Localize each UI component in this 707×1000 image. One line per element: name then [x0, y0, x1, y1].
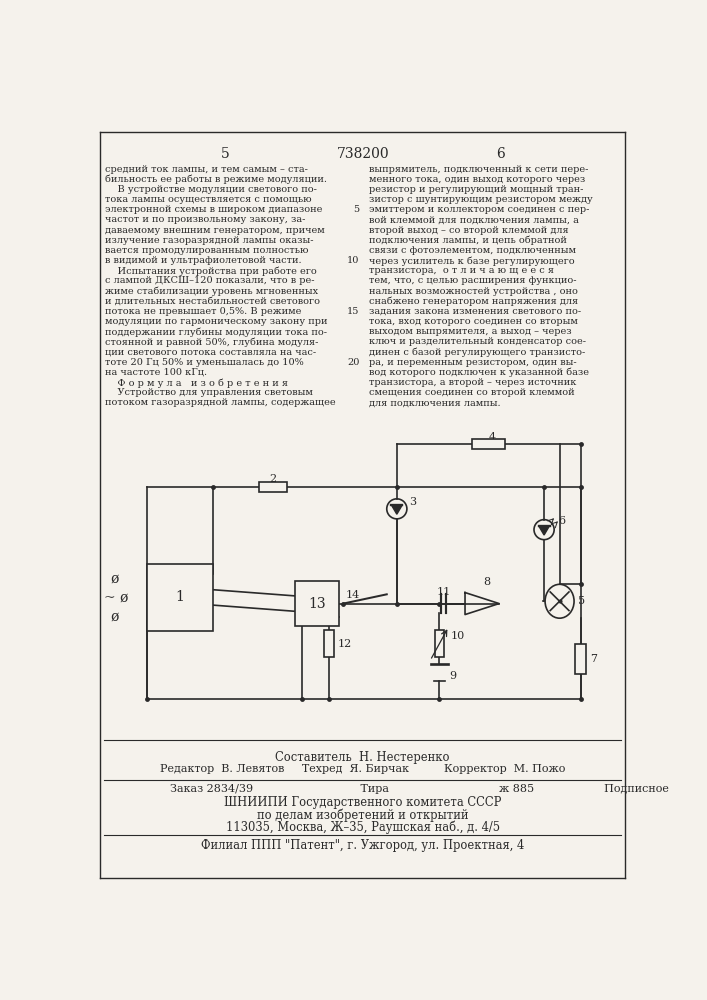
Text: Испытания устройства при работе его: Испытания устройства при работе его — [105, 266, 317, 276]
Text: ø: ø — [110, 571, 119, 585]
Text: резистор и регулирующий мощный тран-: резистор и регулирующий мощный тран- — [369, 185, 583, 194]
Text: 1: 1 — [175, 590, 185, 604]
Text: снабжено генератором напряжения для: снабжено генератором напряжения для — [369, 297, 578, 306]
Text: электронной схемы в широком диапазоне: электронной схемы в широком диапазоне — [105, 205, 323, 214]
Text: излучение газоразрядной лампы оказы-: излучение газоразрядной лампы оказы- — [105, 236, 314, 245]
Text: 5: 5 — [221, 147, 230, 161]
Polygon shape — [539, 526, 549, 535]
Text: ра, и переменным резистором, один вы-: ра, и переменным резистором, один вы- — [369, 358, 576, 367]
Text: 5: 5 — [354, 205, 360, 214]
Text: Устройство для управления световым: Устройство для управления световым — [105, 388, 313, 397]
Text: транзистора,  о т л и ч а ю щ е е с я: транзистора, о т л и ч а ю щ е е с я — [369, 266, 554, 275]
Text: Ф о р м у л а   и з о б р е т е н и я: Ф о р м у л а и з о б р е т е н и я — [105, 378, 288, 388]
Bar — [147, 564, 213, 631]
Text: тоте 20 Гц 50% и уменьшалась до 10%: тоте 20 Гц 50% и уменьшалась до 10% — [105, 358, 304, 367]
Text: 10: 10 — [450, 631, 464, 641]
Text: В устройстве модуляции светового по-: В устройстве модуляции светового по- — [105, 185, 317, 194]
Text: 13: 13 — [308, 597, 326, 611]
Text: тока лампы осуществляется с помощью: тока лампы осуществляется с помощью — [105, 195, 312, 204]
Bar — [435, 630, 444, 657]
Text: Тира: Тира — [329, 784, 389, 794]
Bar — [295, 581, 339, 626]
Text: по делам изобретений и открытий: по делам изобретений и открытий — [257, 808, 469, 822]
Text: второй выход – со второй клеммой для: второй выход – со второй клеммой для — [369, 226, 568, 235]
Text: 4: 4 — [489, 432, 496, 442]
Text: 7: 7 — [590, 654, 597, 664]
Text: жиме стабилизации уровень мгновенных: жиме стабилизации уровень мгновенных — [105, 287, 319, 296]
Text: 6: 6 — [558, 516, 565, 526]
Text: 20: 20 — [347, 358, 360, 367]
Text: 3: 3 — [409, 497, 416, 507]
Text: вой клеммой для подключения лампы, а: вой клеммой для подключения лампы, а — [369, 215, 579, 224]
Text: ШНИИПИ Государственного комитета СССР: ШНИИПИ Государственного комитета СССР — [224, 796, 501, 809]
Text: бильность ее работы в режиме модуляции.: бильность ее работы в режиме модуляции. — [105, 175, 327, 184]
Text: смещения соединен со второй клеммой: смещения соединен со второй клеммой — [369, 388, 575, 397]
Text: стоянной и равной 50%, глубина модуля-: стоянной и равной 50%, глубина модуля- — [105, 337, 319, 347]
Text: тока, вход которого соединен со вторым: тока, вход которого соединен со вторым — [369, 317, 578, 326]
Text: через усилитель к базе регулирующего: через усилитель к базе регулирующего — [369, 256, 575, 266]
Text: нальных возможностей устройства , оно: нальных возможностей устройства , оно — [369, 287, 578, 296]
Polygon shape — [392, 505, 402, 514]
Text: Филиал ППП "Патент", г. Ужгород, ул. Проектная, 4: Филиал ППП "Патент", г. Ужгород, ул. Про… — [201, 839, 525, 852]
Text: 15: 15 — [347, 307, 360, 316]
Text: динен с базой регулирующего транзисто-: динен с базой регулирующего транзисто- — [369, 348, 585, 357]
Text: 738200: 738200 — [337, 147, 389, 161]
Text: 12: 12 — [338, 639, 352, 649]
Text: потока не превышает 0,5%. В режиме: потока не превышает 0,5%. В режиме — [105, 307, 302, 316]
Text: в видимой и ультрафиолетовой части.: в видимой и ультрафиолетовой части. — [105, 256, 302, 265]
Text: Заказ 2834/39: Заказ 2834/39 — [170, 784, 257, 794]
Text: частот и по произвольному закону, за-: частот и по произвольному закону, за- — [105, 215, 306, 224]
Text: подключения лампы, и цепь обратной: подключения лампы, и цепь обратной — [369, 236, 567, 245]
Text: 11: 11 — [436, 587, 450, 597]
Bar — [259, 482, 287, 492]
Bar — [575, 644, 585, 674]
Text: даваемому внешним генератором, причем: даваемому внешним генератором, причем — [105, 226, 325, 235]
Text: тем, что, с целью расширения функцио-: тем, что, с целью расширения функцио- — [369, 276, 576, 285]
Text: 9: 9 — [449, 671, 456, 681]
Text: ции светового потока составляла на час-: ции светового потока составляла на час- — [105, 348, 317, 357]
Text: Редактор  В. Левятов     Техред  Я. Бирчак          Корректор  М. Пожо: Редактор В. Левятов Техред Я. Бирчак Кор… — [160, 764, 566, 774]
Text: 8: 8 — [484, 577, 491, 587]
Text: вод которого подключен к указанной базе: вод которого подключен к указанной базе — [369, 368, 589, 377]
Text: выпрямитель, подключенный к сети пере-: выпрямитель, подключенный к сети пере- — [369, 165, 588, 174]
Text: модуляции по гармоническому закону при: модуляции по гармоническому закону при — [105, 317, 328, 326]
Text: 5: 5 — [578, 596, 585, 606]
Text: поддержании глубины модуляции тока по-: поддержании глубины модуляции тока по- — [105, 327, 327, 337]
Text: транзистора, а второй – через источник: транзистора, а второй – через источник — [369, 378, 576, 387]
Text: вается промодулированным полностью: вается промодулированным полностью — [105, 246, 309, 255]
Bar — [472, 439, 505, 449]
Text: 113035, Москва, Ж–35, Раушская наб., д. 4/5: 113035, Москва, Ж–35, Раушская наб., д. … — [226, 821, 500, 834]
Text: 10: 10 — [347, 256, 360, 265]
Text: эмиттером и коллектором соединен с пер-: эмиттером и коллектором соединен с пер- — [369, 205, 590, 214]
Text: Составитель  Н. Нестеренко: Составитель Н. Нестеренко — [276, 751, 450, 764]
Text: зистор с шунтирующим резистором между: зистор с шунтирующим резистором между — [369, 195, 592, 204]
Text: и длительных нестабильностей светового: и длительных нестабильностей светового — [105, 297, 320, 306]
Text: ж 885                    Подписное: ж 885 Подписное — [499, 784, 669, 794]
Text: 6: 6 — [496, 147, 505, 161]
Text: 14: 14 — [346, 590, 360, 600]
Text: для подключения лампы.: для подключения лампы. — [369, 398, 501, 407]
Text: ~ ø: ~ ø — [104, 590, 128, 604]
Text: потоком газоразрядной лампы, содержащее: потоком газоразрядной лампы, содержащее — [105, 398, 336, 407]
Text: менного тока, один выход которого через: менного тока, один выход которого через — [369, 175, 585, 184]
Text: выходом выпрямителя, а выход – через: выходом выпрямителя, а выход – через — [369, 327, 571, 336]
Text: ключ и разделительный конденсатор сое-: ключ и разделительный конденсатор сое- — [369, 337, 586, 346]
Text: с лампой ДКСШ–120 показали, что в ре-: с лампой ДКСШ–120 показали, что в ре- — [105, 276, 315, 285]
Bar — [324, 630, 334, 657]
Text: задания закона изменения светового по-: задания закона изменения светового по- — [369, 307, 581, 316]
Text: 2: 2 — [269, 474, 276, 484]
Text: ø: ø — [110, 610, 119, 624]
Text: средний ток лампы, и тем самым – ста-: средний ток лампы, и тем самым – ста- — [105, 165, 308, 174]
Text: связи с фотоэлементом, подключенным: связи с фотоэлементом, подключенным — [369, 246, 576, 255]
Text: на частоте 100 кГц.: на частоте 100 кГц. — [105, 368, 208, 377]
